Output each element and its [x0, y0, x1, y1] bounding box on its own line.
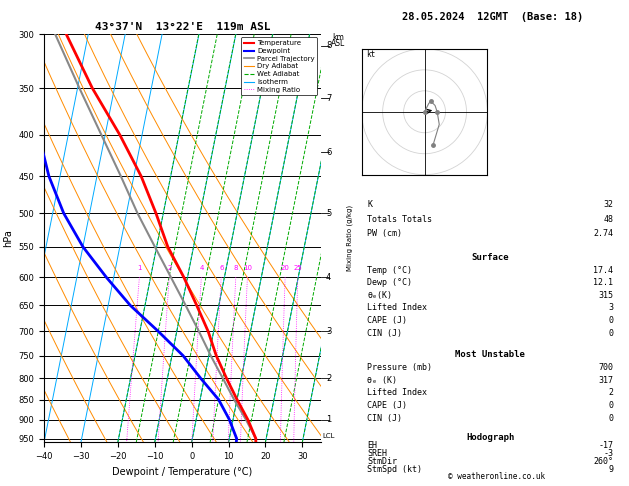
Text: -17: -17 — [598, 441, 613, 450]
X-axis label: Dewpoint / Temperature (°C): Dewpoint / Temperature (°C) — [113, 467, 252, 477]
Text: 0: 0 — [608, 329, 613, 338]
Text: 6: 6 — [220, 265, 224, 271]
Text: K: K — [367, 200, 372, 209]
Text: 5: 5 — [326, 209, 331, 218]
Text: Surface: Surface — [472, 253, 509, 262]
Text: 12.1: 12.1 — [593, 278, 613, 287]
Text: Dewp (°C): Dewp (°C) — [367, 278, 413, 287]
Text: Pressure (mb): Pressure (mb) — [367, 363, 432, 372]
Text: θₑ(K): θₑ(K) — [367, 291, 392, 300]
Text: 700: 700 — [598, 363, 613, 372]
Text: 315: 315 — [598, 291, 613, 300]
Title: 43°37'N  13°22'E  119m ASL: 43°37'N 13°22'E 119m ASL — [94, 22, 270, 32]
Text: Lifted Index: Lifted Index — [367, 388, 427, 397]
Legend: Temperature, Dewpoint, Parcel Trajectory, Dry Adiabat, Wet Adiabat, Isotherm, Mi: Temperature, Dewpoint, Parcel Trajectory… — [241, 37, 317, 95]
Text: km: km — [332, 34, 344, 42]
Text: 17.4: 17.4 — [593, 265, 613, 275]
Text: 7: 7 — [326, 93, 331, 103]
Text: © weatheronline.co.uk: © weatheronline.co.uk — [448, 472, 545, 481]
Text: 2: 2 — [608, 388, 613, 397]
Text: CIN (J): CIN (J) — [367, 329, 403, 338]
Text: Temp (°C): Temp (°C) — [367, 265, 413, 275]
Text: 4: 4 — [326, 273, 331, 282]
Text: 2: 2 — [167, 265, 172, 271]
Text: 3: 3 — [608, 303, 613, 312]
Text: CIN (J): CIN (J) — [367, 414, 403, 423]
Text: 0: 0 — [608, 414, 613, 423]
Text: SREH: SREH — [367, 449, 387, 458]
Text: 317: 317 — [598, 376, 613, 384]
Text: 10: 10 — [243, 265, 252, 271]
Text: 25: 25 — [294, 265, 303, 271]
Text: 8: 8 — [234, 265, 238, 271]
Text: 2.74: 2.74 — [593, 229, 613, 239]
Text: 2: 2 — [326, 374, 331, 383]
Y-axis label: hPa: hPa — [3, 229, 13, 247]
Text: kt: kt — [366, 50, 375, 59]
Text: 0: 0 — [608, 316, 613, 325]
Text: 0: 0 — [608, 401, 613, 410]
Text: CAPE (J): CAPE (J) — [367, 316, 408, 325]
Text: Hodograph: Hodograph — [466, 434, 515, 442]
Text: ASL: ASL — [331, 39, 345, 48]
Text: 1: 1 — [138, 265, 142, 271]
Text: CAPE (J): CAPE (J) — [367, 401, 408, 410]
Text: 28.05.2024  12GMT  (Base: 18): 28.05.2024 12GMT (Base: 18) — [401, 12, 583, 22]
Text: -3: -3 — [603, 449, 613, 458]
Text: 3: 3 — [326, 327, 331, 336]
Text: StmSpd (kt): StmSpd (kt) — [367, 465, 422, 474]
Text: PW (cm): PW (cm) — [367, 229, 403, 239]
Text: StmDir: StmDir — [367, 457, 398, 466]
Text: 20: 20 — [281, 265, 290, 271]
Text: 6: 6 — [326, 148, 331, 156]
Text: Most Unstable: Most Unstable — [455, 350, 525, 359]
Text: 260°: 260° — [593, 457, 613, 466]
Text: LCL: LCL — [322, 433, 335, 439]
Text: 48: 48 — [603, 215, 613, 224]
Text: 4: 4 — [199, 265, 204, 271]
Text: Totals Totals: Totals Totals — [367, 215, 432, 224]
Text: θₑ (K): θₑ (K) — [367, 376, 398, 384]
Text: 9: 9 — [608, 465, 613, 474]
Text: EH: EH — [367, 441, 377, 450]
Text: 32: 32 — [603, 200, 613, 209]
Text: 8: 8 — [326, 41, 331, 50]
Text: Mixing Ratio (g/kg): Mixing Ratio (g/kg) — [347, 205, 353, 271]
Text: Lifted Index: Lifted Index — [367, 303, 427, 312]
Text: 1: 1 — [326, 415, 331, 424]
